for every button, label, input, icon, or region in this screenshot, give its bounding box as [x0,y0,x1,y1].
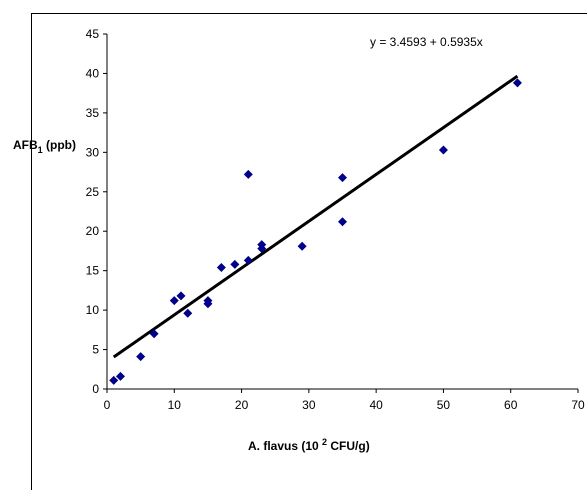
x-tick-label: 60 [504,398,518,412]
y-axis-label-unit: (ppb) [43,138,76,152]
y-axis-label-main: AFB [13,138,38,152]
y-tick-label: 10 [86,303,100,317]
data-point [338,173,347,183]
x-tick-label: 50 [437,398,451,412]
data-point [297,241,307,251]
data-point [136,352,146,362]
y-tick-label: 40 [86,66,100,80]
data-point [338,217,347,227]
data-point [243,255,253,265]
x-tick-label: 40 [369,398,383,412]
y-tick-label: 0 [92,382,99,396]
x-tick-label: 20 [235,398,249,412]
data-point [216,263,226,273]
y-tick-label: 30 [86,145,100,159]
x-axis-label-unit: CFU/g) [327,439,370,453]
y-tick-label: 35 [86,106,100,120]
x-tick-label: 30 [302,398,316,412]
x-axis-label-main: A. flavus (10 [248,439,322,453]
axes: 0 5 10 15 20 25 30 35 40 45 0 10 20 30 40 50 60 70 [86,27,585,412]
data-point [438,145,448,155]
data-point [115,371,125,381]
y-tick-label: 45 [86,27,100,41]
x-axis-label: A. flavus (10 2 CFU/g) [248,437,370,453]
data-point [512,78,522,88]
y-tick-label: 15 [86,264,100,278]
data-point [176,291,186,301]
data-point [169,296,179,306]
trendline-group [112,74,519,359]
y-tick-label: 20 [86,224,100,238]
x-tick-label: 10 [168,398,182,412]
data-point [183,308,193,318]
data-point [257,240,267,250]
data-point [149,329,159,339]
x-tick-label: 70 [571,398,585,412]
data-point [203,296,213,306]
chart-frame [31,13,587,490]
trendline-equation: y = 3.4593 + 0.5935x [370,35,483,49]
y-tick-label: 5 [92,343,99,357]
y-axis-label: AFB1 (ppb) [13,138,76,155]
x-axis-label-sup: 2 [322,437,327,447]
data-point [243,169,253,179]
data-point [230,259,240,269]
data-points [109,78,522,385]
x-tick-label: 0 [104,398,111,412]
y-tick-label: 25 [86,185,100,199]
data-point [109,375,119,385]
y-axis-label-sub: 1 [38,145,43,155]
trendline [112,74,519,359]
